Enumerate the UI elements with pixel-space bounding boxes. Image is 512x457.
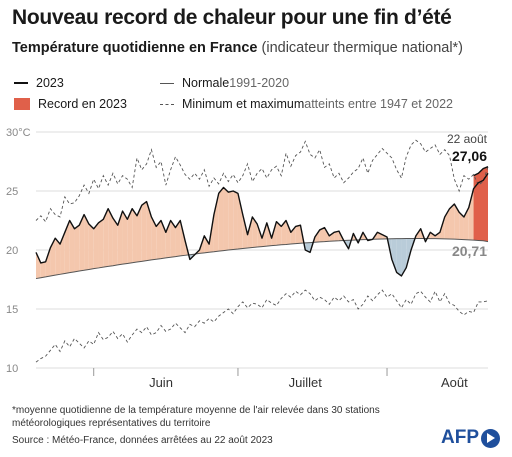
area-above-normale: [103, 208, 109, 268]
area-above-normale: [40, 261, 46, 278]
area-above-normale: [247, 216, 253, 248]
area-below-normale: [406, 238, 412, 268]
area-above-normale: [84, 214, 89, 271]
normale-line: [35, 238, 489, 280]
subtitle-rest: (indicateur thermique national*): [257, 40, 464, 56]
area-above-normale: [79, 214, 85, 272]
y-tick-label: 15: [6, 304, 18, 316]
maximum-line: [35, 139, 489, 223]
legend-swatch-minmax: [160, 103, 174, 105]
area-above-normale: [449, 203, 455, 240]
legend-item-minmax: Minimum et maximum atteints entre 1947 e…: [160, 97, 453, 111]
footnote: *moyenne quotidienne de la température m…: [12, 405, 380, 429]
area-above-normale: [377, 232, 383, 240]
legend-swatch-normale: [160, 82, 174, 84]
annotation-value-2023: 27,06: [452, 148, 487, 164]
area-above-normale: [237, 193, 243, 250]
area-above-normale: [218, 187, 224, 252]
y-tick-label: 10: [6, 363, 18, 375]
legend-swatch-record: [14, 98, 30, 110]
y-tick-label: 30°C: [6, 127, 31, 139]
x-month-label: Août: [441, 375, 468, 390]
legend-item-normale: Normale 1991-2020: [160, 76, 289, 90]
chart-subtitle: Température quotidienne en France (indic…: [12, 40, 463, 56]
y-tick-label: 20: [6, 245, 18, 257]
area-above-normale: [98, 219, 104, 268]
area-below-normale: [396, 238, 402, 276]
area-above-normale: [122, 211, 128, 265]
area-above-normale: [45, 247, 51, 277]
area-above-normale: [233, 191, 238, 250]
legend-label-normale: Normale: [182, 76, 230, 90]
chart-title: Nouveau record de chaleur pour une fin d…: [12, 6, 452, 29]
legend-swatch-2023: [14, 82, 28, 84]
legend-label-record: Record en 2023: [38, 97, 127, 111]
area-above-normale: [141, 201, 147, 262]
record-line: [473, 166, 489, 177]
legend-item-2023: 2023: [14, 76, 64, 90]
area-above-normale: [180, 220, 186, 256]
area-above-normale: [50, 238, 56, 276]
legend-label-minmax: Minimum et maximum: [182, 97, 305, 111]
x-month-label: Juin: [149, 375, 173, 390]
area-above-normale: [334, 231, 339, 242]
area-above-normale: [295, 225, 301, 244]
area-above-normale: [459, 212, 464, 240]
area-above-normale: [127, 208, 133, 264]
area-above-normale: [112, 218, 118, 266]
legend-label-minmax-years: atteints entre 1947 et 2022: [304, 97, 453, 111]
area-above-normale: [252, 216, 258, 248]
area-above-normale: [108, 208, 113, 267]
area-above-normale: [175, 220, 181, 257]
area-below-normale: [391, 238, 397, 273]
afp-logo-play-icon: [481, 428, 500, 448]
area-above-normale: [290, 226, 296, 244]
area-above-normale: [93, 222, 99, 269]
area-above-normale: [319, 227, 325, 242]
area-above-normale: [454, 203, 460, 240]
area-above-normale: [136, 205, 142, 263]
area-above-normale: [468, 188, 474, 241]
area-below-normale: [401, 238, 407, 276]
annotation-value-normale: 20,71: [452, 243, 487, 259]
area-above-normale: [64, 220, 70, 274]
minimum-line: [35, 289, 489, 363]
area-above-normale: [314, 229, 320, 243]
afp-logo-text: AFP: [441, 427, 479, 448]
area-above-normale: [132, 208, 137, 263]
area-above-normale: [329, 232, 335, 242]
record-area: [473, 166, 488, 242]
source-note: Source : Météo-France, données arrêtées …: [12, 435, 273, 446]
area-above-normale: [286, 220, 291, 245]
area-above-normale: [204, 235, 210, 253]
area-above-normale: [69, 220, 75, 273]
legend-label-2023: 2023: [36, 76, 64, 90]
area-above-normale: [74, 225, 80, 272]
line-2023: [35, 172, 489, 277]
area-above-normale: [281, 220, 287, 245]
area-above-normale: [117, 211, 123, 265]
area-above-normale: [213, 193, 219, 252]
area-above-normale: [223, 187, 229, 251]
area-above-normale: [242, 214, 248, 249]
afp-logo: AFP: [441, 427, 500, 449]
area-above-normale: [324, 227, 330, 242]
area-above-normale: [88, 224, 94, 270]
legend-item-record: Record en 2023: [14, 97, 127, 111]
area-above-normale: [257, 224, 262, 248]
area-above-normale: [55, 238, 61, 276]
area-above-normale: [228, 191, 234, 250]
area-above-normale: [36, 252, 41, 279]
x-month-label: Juillet: [289, 375, 323, 390]
area-above-normale: [156, 220, 162, 260]
legend-label-normale-years: 1991-2020: [229, 76, 290, 90]
subtitle-bold: Température quotidienne en France: [12, 40, 258, 56]
area-above-normale: [151, 216, 157, 260]
area-above-normale: [276, 221, 282, 246]
area-above-normale: [170, 220, 176, 258]
y-tick-label: 25: [6, 186, 18, 198]
area-above-normale: [146, 201, 152, 261]
annotation-date: 22 août: [447, 132, 488, 146]
